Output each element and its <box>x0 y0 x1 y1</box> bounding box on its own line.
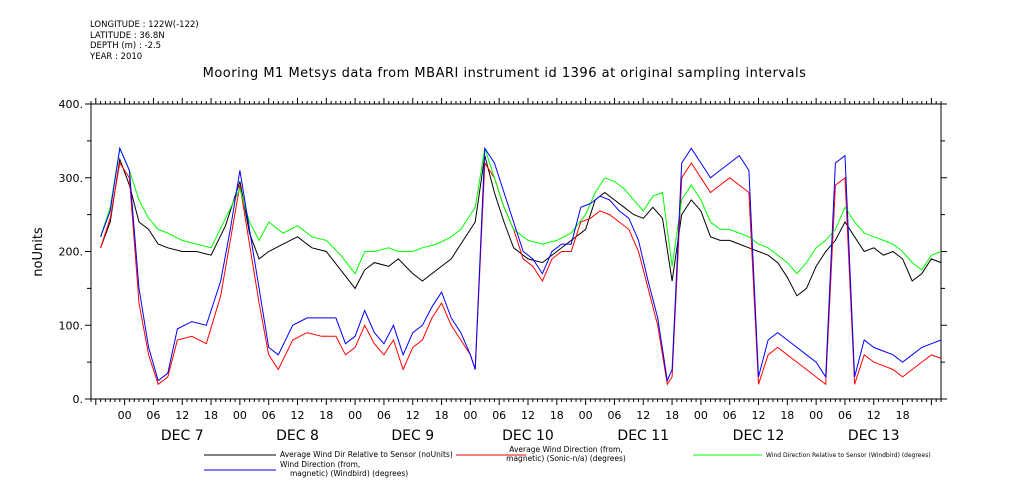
longitude-line: LONGITUDE : 122W(-122) <box>90 20 199 30</box>
x-day-label: DEC 10 <box>502 428 554 444</box>
x-tick-label: 00 <box>233 409 247 422</box>
x-day-label: DEC 8 <box>276 428 319 444</box>
x-tick-label: 12 <box>175 409 189 422</box>
x-tick-label: 12 <box>290 409 304 422</box>
legend-label: Wind Direction (from, <box>280 460 360 469</box>
x-tick-label: 18 <box>319 409 333 422</box>
x-tick-label: 12 <box>867 409 881 422</box>
x-tick-label: 00 <box>118 409 132 422</box>
x-tick-label: 00 <box>463 409 477 422</box>
x-tick-label: 18 <box>665 409 679 422</box>
x-tick-label: 00 <box>694 409 708 422</box>
x-day-label: DEC 9 <box>391 428 434 444</box>
x-day-label: DEC 13 <box>848 428 900 444</box>
x-tick-label: 12 <box>521 409 535 422</box>
x-tick-label: 06 <box>838 409 852 422</box>
y-tick-label: 200. <box>59 246 84 259</box>
series-line-4 <box>100 146 942 383</box>
y-tick-label: 100. <box>59 319 84 332</box>
x-tick-label: 06 <box>723 409 737 422</box>
y-tick-label: 0. <box>73 393 84 406</box>
legend-label: Average Wind Dir Relative to Sensor (noU… <box>280 450 453 459</box>
series-line-2 <box>100 161 942 386</box>
legend: Average Wind Dir Relative to Sensor (noU… <box>204 445 931 478</box>
x-tick-label: 06 <box>607 409 621 422</box>
x-tick-label: 18 <box>896 409 910 422</box>
x-tick-label: 00 <box>579 409 593 422</box>
x-tick-label: 06 <box>492 409 506 422</box>
series-line-3 <box>100 146 942 275</box>
y-tick-label: 400. <box>59 98 84 111</box>
x-tick-label: 12 <box>752 409 766 422</box>
series-layer <box>100 146 942 386</box>
legend-label: Average Wind Direction (from, <box>509 445 622 454</box>
latitude-line: LATITUDE : 36.8N <box>90 30 165 41</box>
x-tick-label: 18 <box>780 409 794 422</box>
legend-label-line2: magnetic) (Sonic-n/a) (degrees) <box>506 454 626 463</box>
x-tick-label: 18 <box>435 409 449 422</box>
x-day-label: DEC 11 <box>617 428 669 444</box>
x-tick-label: 00 <box>348 409 362 422</box>
year-line: YEAR : 2010 <box>90 51 143 62</box>
y-axis: 0. 100. 200. 300. 400. <box>59 98 947 406</box>
y-axis-label: noUnits <box>31 227 46 277</box>
x-tick-label: 18 <box>204 409 218 422</box>
legend-label-line2: magnetic) (Windbird) (degrees) <box>290 469 408 478</box>
x-tick-label: 06 <box>146 409 160 422</box>
x-tick-label: 12 <box>636 409 650 422</box>
chart-title: Mooring M1 Metsys data from MBARI instru… <box>202 66 807 81</box>
x-tick-label: 06 <box>262 409 276 422</box>
metadata-block: LONGITUDE : 122W(-122) LATITUDE : 36.8N … <box>90 20 199 62</box>
series-line-1 <box>100 155 942 297</box>
x-tick-label: 06 <box>377 409 391 422</box>
x-tick-label: 18 <box>550 409 564 422</box>
legend-label: Wind Direction Relative to Sensor (Windb… <box>766 452 931 459</box>
x-day-label: DEC 12 <box>733 428 785 444</box>
y-tick-label: 300. <box>59 172 84 185</box>
x-tick-label: 00 <box>809 409 823 422</box>
depth-line: DEPTH (m) : -2.5 <box>90 41 162 51</box>
x-tick-label: 12 <box>406 409 420 422</box>
x-axis: 00 06 12 18 00 06 12 18 00 06 12 18 00 06 12 18 00 06 12 18… <box>90 98 942 444</box>
x-day-label: DEC 7 <box>161 428 204 444</box>
